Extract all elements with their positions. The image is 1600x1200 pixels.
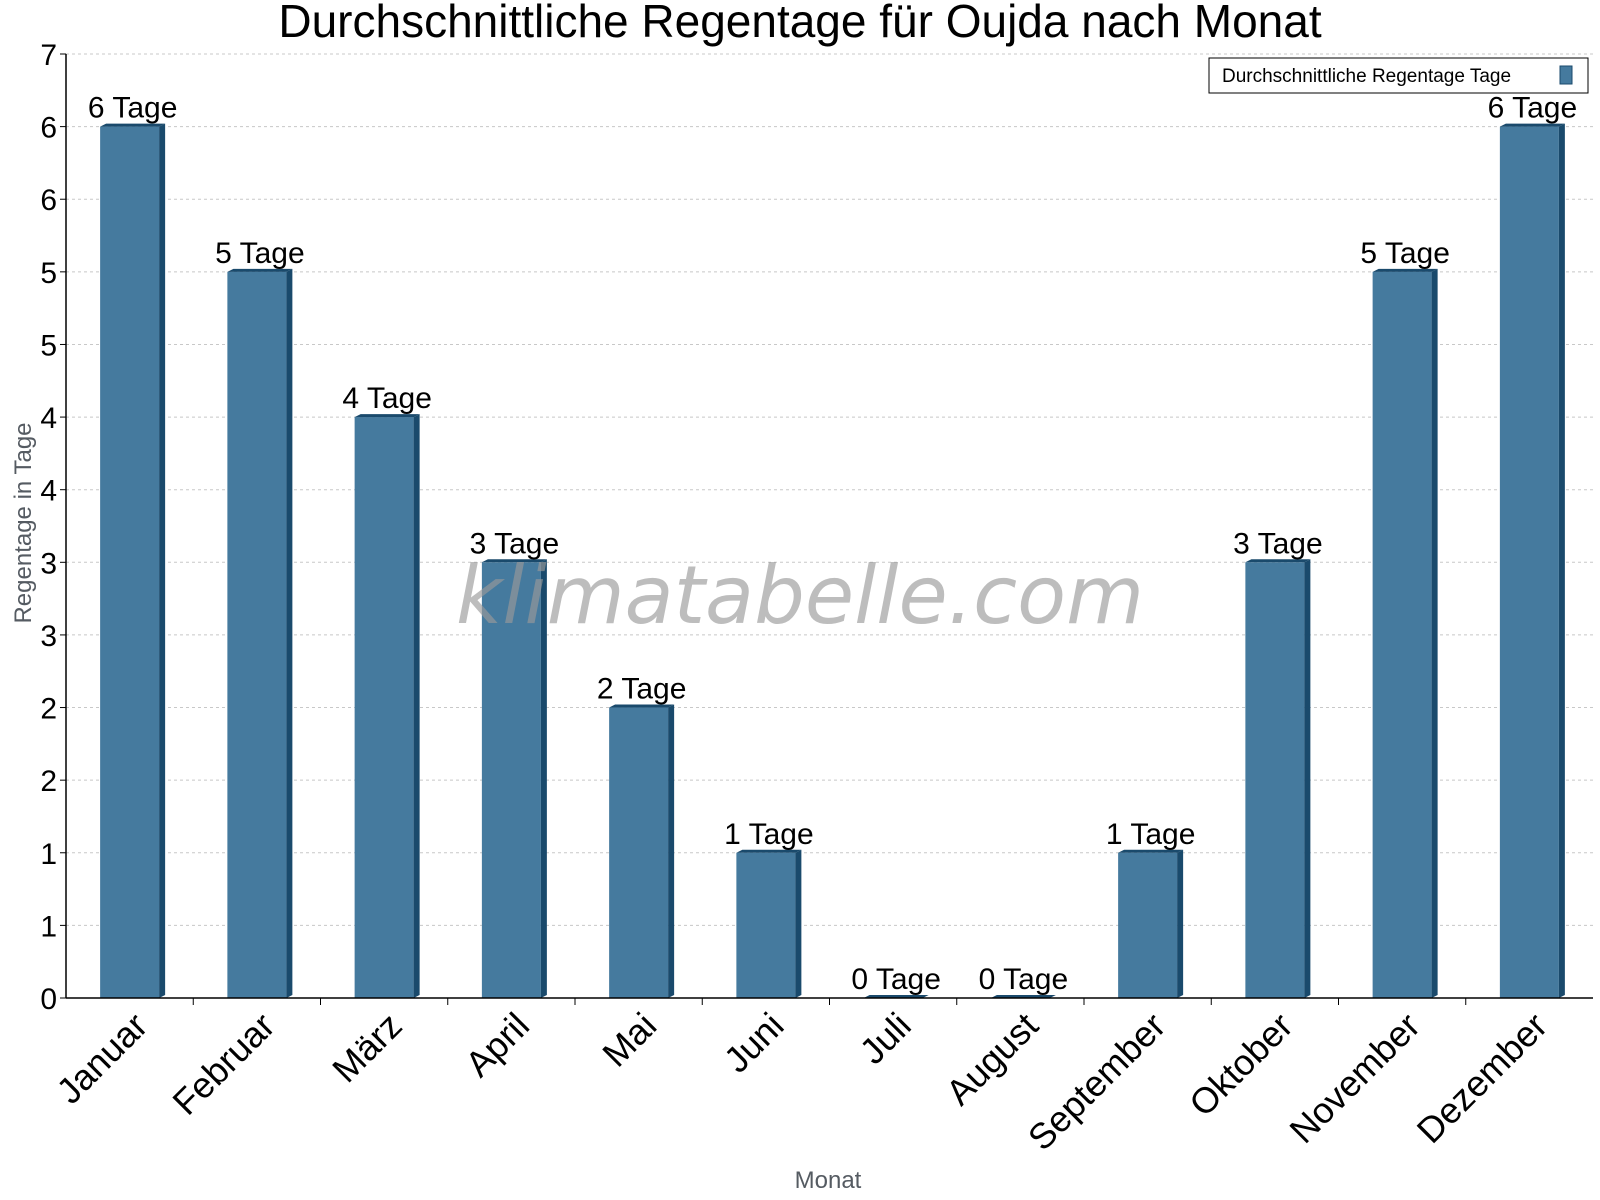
- y-tick-label: 5: [40, 257, 57, 290]
- data-label: 6 Tage: [88, 92, 178, 125]
- data-label: 2 Tage: [597, 673, 687, 706]
- bar-juni: [736, 849, 802, 998]
- bar-side: [413, 414, 420, 999]
- bar-front: [481, 562, 541, 998]
- bar-februar: [227, 268, 293, 998]
- bars: [100, 123, 1565, 999]
- bar-front: [227, 271, 287, 998]
- bar-side: [286, 268, 293, 998]
- bar-top: [736, 849, 802, 853]
- data-label: 6 Tage: [1488, 92, 1578, 125]
- bar-top: [227, 268, 293, 272]
- data-label: 5 Tage: [215, 237, 305, 270]
- legend-swatch: [1559, 65, 1573, 85]
- bar-front: [736, 852, 796, 998]
- bar-dezember: [1499, 123, 1565, 999]
- y-tick-label: 5: [40, 329, 57, 362]
- bar-side: [1304, 559, 1311, 998]
- bar-front: [354, 417, 414, 999]
- data-label: 5 Tage: [1360, 237, 1450, 270]
- bar-front: [1372, 271, 1432, 998]
- bar-top: [1118, 849, 1184, 853]
- bar-side: [795, 849, 802, 998]
- data-label: 1 Tage: [724, 818, 814, 851]
- bar-november: [1372, 268, 1438, 998]
- y-tick-label: 1: [40, 838, 57, 871]
- y-tick-label: 4: [40, 402, 57, 435]
- bar-april: [481, 559, 547, 998]
- bar-mai: [609, 704, 675, 998]
- bar-front: [1499, 126, 1559, 999]
- data-label: 0 Tage: [979, 963, 1069, 996]
- bar-top: [609, 704, 675, 708]
- bar-side: [1558, 123, 1565, 999]
- bar-oktober: [1245, 559, 1311, 998]
- y-tick-label: 0: [40, 983, 57, 1016]
- bar-januar: [100, 123, 166, 999]
- legend: Durchschnittliche Regentage Tage: [1208, 57, 1589, 94]
- y-tick-label: 3: [40, 620, 57, 653]
- data-label: 3 Tage: [1233, 527, 1323, 560]
- legend-box: [1208, 57, 1589, 94]
- y-tick-label: 3: [40, 547, 57, 580]
- y-tick-label: 2: [40, 693, 57, 726]
- bar-top: [1372, 268, 1438, 272]
- data-labels: 6 Tage 5 Tage 4 Tage 3 Tage 2 Tage 1 Tage 0 Ta…: [88, 92, 1577, 996]
- bar-front: [609, 707, 669, 998]
- y-tick-label: 6: [40, 112, 57, 145]
- bar-top: [100, 123, 166, 127]
- gridlines: [66, 53, 1593, 926]
- axes: [60, 53, 1593, 1005]
- bar-side: [1177, 849, 1184, 998]
- data-label: 0 Tage: [851, 963, 941, 996]
- y-tick-label: 1: [40, 910, 57, 943]
- data-label: 3 Tage: [470, 527, 560, 560]
- bar-front: [1118, 852, 1178, 998]
- y-tick-label: 2: [40, 765, 57, 798]
- bar-side: [540, 559, 547, 998]
- bar-september: [1118, 849, 1184, 998]
- data-label: 4 Tage: [342, 382, 432, 415]
- y-tick-label: 6: [40, 184, 57, 217]
- y-tick-label: 7: [40, 39, 57, 72]
- chart-title: Durchschnittliche Regentage für Oujda na…: [278, 0, 1321, 47]
- y-axis-title: Regentage in Tage: [10, 422, 37, 623]
- watermark-text: klimatabelle.com: [456, 549, 1144, 642]
- bar-side: [159, 123, 166, 999]
- bar-side: [1431, 268, 1438, 998]
- bar-top: [481, 559, 547, 563]
- legend-label: Durchschnittliche Regentage Tage: [1222, 66, 1511, 87]
- x-axis-title: Monat: [795, 1167, 862, 1194]
- y-tick-label: 4: [40, 475, 57, 508]
- bar-front: [1245, 562, 1305, 998]
- data-label: 1 Tage: [1106, 818, 1196, 851]
- bar-top: [354, 414, 420, 418]
- bar-märz: [354, 414, 420, 999]
- bar-top: [1245, 559, 1311, 563]
- bar-side: [668, 704, 675, 998]
- bar-top: [1499, 123, 1565, 127]
- bar-front: [100, 126, 160, 999]
